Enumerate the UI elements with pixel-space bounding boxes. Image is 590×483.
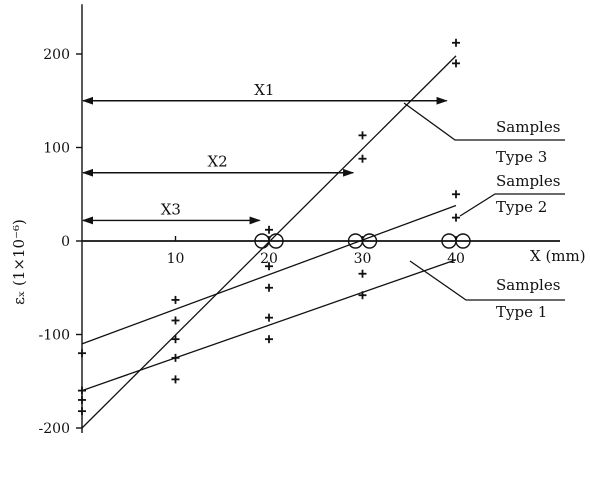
data-point-type-2 xyxy=(78,349,86,358)
data-point-type-1 xyxy=(78,395,86,404)
data-points xyxy=(78,38,460,416)
dimension-arrows: X1 X2 X3 xyxy=(81,81,448,225)
data-point-type-1 xyxy=(358,291,367,300)
data-point-type-3 xyxy=(358,154,367,163)
series-label-line2: Type 2 xyxy=(496,198,547,216)
zero-crossing-marker xyxy=(254,233,284,249)
data-point-type-3 xyxy=(452,38,460,47)
data-point-type-3 xyxy=(78,386,86,395)
data-point-type-1 xyxy=(265,335,273,344)
y-tick-label: 200 xyxy=(43,47,70,63)
data-point-type-3 xyxy=(265,225,273,234)
series-label-line2: Type 3 xyxy=(496,148,547,166)
data-point-type-1 xyxy=(358,269,367,278)
data-point-type-2 xyxy=(265,283,273,292)
data-point-type-1 xyxy=(171,375,180,384)
fit-line-type-2 xyxy=(81,204,457,345)
y-tick-label: 100 xyxy=(43,141,70,157)
data-point-type-3 xyxy=(171,335,180,344)
x-tick-label: 30 xyxy=(354,251,372,267)
series-label-line1: Samples xyxy=(496,172,560,190)
data-point-type-2 xyxy=(265,262,273,271)
data-point-type-1 xyxy=(171,353,180,362)
series-label-line2: Type 1 xyxy=(496,303,547,321)
x-axis-title: X (mm) xyxy=(530,247,586,265)
data-point-type-3 xyxy=(78,407,86,416)
zero-crossing-marker xyxy=(441,233,471,249)
series-leader-line xyxy=(459,193,565,217)
x-tick-label: 20 xyxy=(260,251,278,267)
series-labels: Samples Type 1 Samples Type 2 Samples Type 3 xyxy=(403,102,565,321)
data-point-type-2 xyxy=(171,295,180,304)
zero-crossing-marker xyxy=(347,233,378,249)
data-point-type-2 xyxy=(452,213,460,222)
data-point-type-2 xyxy=(452,190,460,199)
zero-crossing-markers xyxy=(254,233,471,249)
x-tick-label: 10 xyxy=(167,251,185,267)
series-label-line1: Samples xyxy=(496,118,560,136)
x-ticks: 10 20 30 40 xyxy=(167,236,465,267)
data-point-type-2 xyxy=(171,316,180,325)
series-leader-line xyxy=(409,260,565,301)
series-leader-line xyxy=(403,102,565,141)
y-tick-label: -100 xyxy=(39,328,70,344)
x-tick-label: 40 xyxy=(447,251,465,267)
data-point-type-1 xyxy=(265,313,273,322)
series-label-line1: Samples xyxy=(496,276,560,294)
fit-line-type-1 xyxy=(81,259,457,392)
dimension-label: X3 xyxy=(161,200,181,218)
y-ticks: 200 100 0 -100 -200 xyxy=(39,47,82,437)
data-point-type-3 xyxy=(452,59,460,68)
dimension-label: X1 xyxy=(254,81,274,99)
y-tick-label: 0 xyxy=(61,234,70,250)
y-tick-label: -200 xyxy=(39,421,70,437)
dimension-label: X2 xyxy=(207,153,227,171)
axes xyxy=(81,4,560,433)
data-point-type-3 xyxy=(358,131,367,140)
y-axis-title: εₓ (1×10⁻⁶) xyxy=(10,219,28,305)
